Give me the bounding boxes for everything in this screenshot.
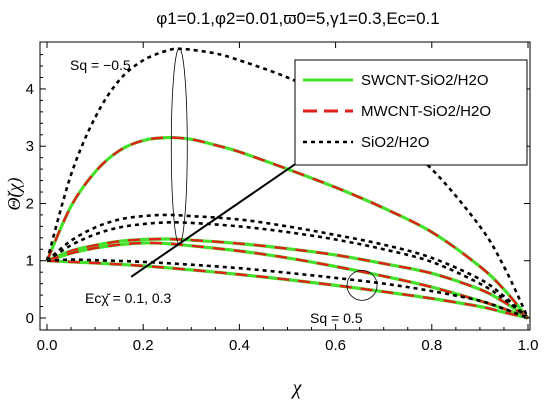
mwcnt-sio2-h2o-line (46, 237, 529, 319)
y-tick-label: 4 (26, 81, 34, 98)
legend-label: MWCNT-SiO2/H2O (361, 103, 491, 120)
mwcnt-sio2-h2o-line (46, 259, 529, 320)
x-tick-label: 0.8 (421, 337, 442, 354)
legend: SWCNT-SiO2/H2O MWCNT-SiO2/H2O SiO2/H2O (294, 59, 528, 166)
legend-label: SiO2/H2O (361, 134, 429, 151)
y-tick-label: 0 (26, 310, 34, 327)
x-axis-label: χ (291, 377, 303, 399)
x-tick-label: 0.0 (37, 337, 58, 354)
mwcnt-sio2-h2o-line (46, 241, 529, 320)
sio2-h2o-line (46, 221, 529, 320)
annotations: Sq = −0.5 Sq = 0.5 Ecχ̆ = 0.1, 0.3 (70, 57, 363, 326)
plot-border (39, 41, 531, 331)
chart-title: φ1=0.1,φ2=0.01,ϖ0=5,γ1=0.3,Ec=0.1 (156, 9, 439, 28)
annotation-ec-range: Ecχ̆ = 0.1, 0.3 (85, 290, 172, 306)
x-tick-label: 0.6 (325, 337, 346, 354)
curves (45, 47, 530, 320)
y-tick-label: 3 (26, 138, 34, 155)
y-tick-label: 2 (26, 195, 34, 212)
annotation-sq-negative: Sq = −0.5 (70, 57, 131, 73)
annotation-sq-positive: Sq = 0.5 (310, 310, 363, 326)
y-axis-label: Θ̆(χ) (4, 178, 25, 211)
legend-label: SWCNT-SiO2/H2O (361, 72, 489, 89)
plot-frame (39, 41, 531, 331)
x-tick-label: 0.2 (133, 337, 154, 354)
ellipse-sq-positive (346, 269, 378, 301)
sio2-h2o-line (45, 47, 530, 319)
y-tick-label: 1 (26, 253, 34, 270)
sio2-h2o-line (46, 258, 529, 320)
x-tick-label: 0.4 (229, 337, 250, 354)
x-tick-label: 1.0 (518, 337, 539, 354)
swcnt-sio2-h2o-line (45, 135, 530, 320)
ec-arrow-line (130, 144, 323, 278)
sio2-h2o-line (46, 213, 529, 319)
axis-ticks: 0.0 0.2 0.4 0.6 0.8 1.0 0 1 2 3 4 (26, 42, 539, 354)
